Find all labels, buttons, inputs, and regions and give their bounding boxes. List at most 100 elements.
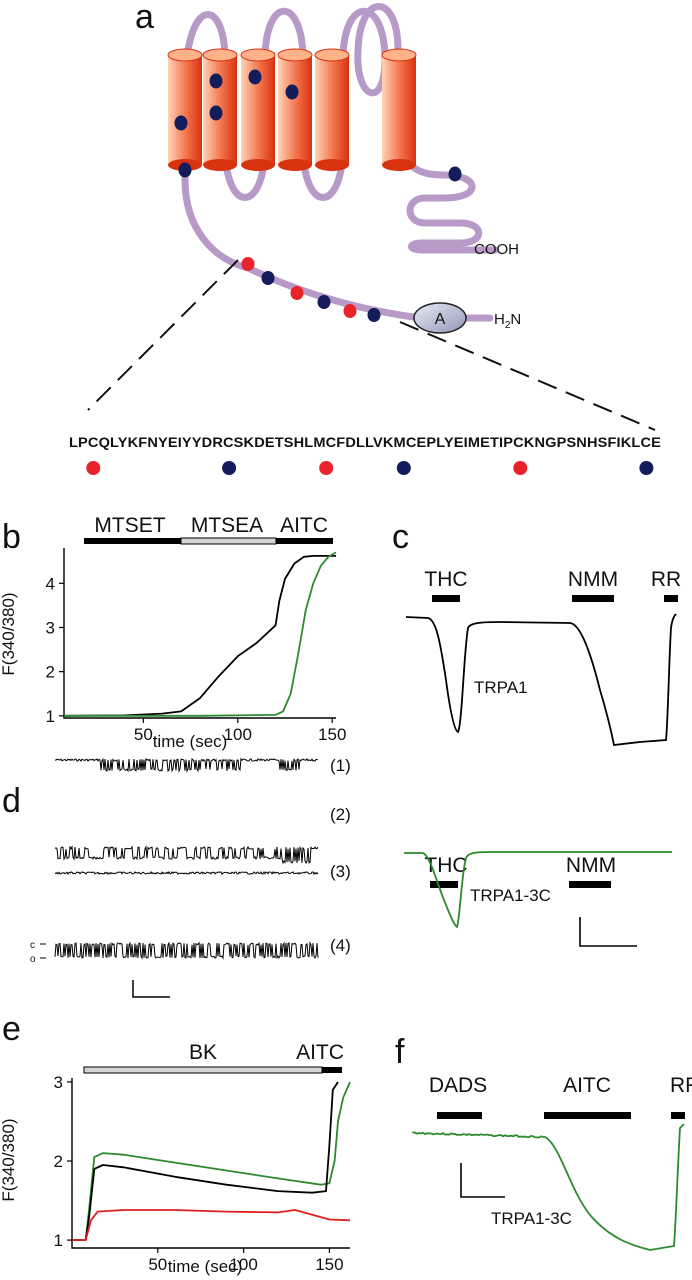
series-line-1 xyxy=(72,1081,339,1241)
residue-markers xyxy=(174,69,462,322)
label-rr-f: RR xyxy=(670,1074,692,1097)
residue-dot-blue xyxy=(317,295,331,309)
chart-b: 50 100 150 1 2 3 4 xyxy=(46,548,346,744)
x-tick-label: 150 xyxy=(318,725,346,744)
label-thc-bottom: THC xyxy=(424,854,467,877)
chart-axes xyxy=(71,1078,350,1249)
x-tick-label: 50 xyxy=(148,1255,167,1274)
bar-dads xyxy=(437,1112,482,1119)
panel-e: e BK AITC 50 100 150 1 2 3 time (sec) F(340/3… xyxy=(0,1010,351,1276)
bar-nmm-bottom xyxy=(569,881,611,888)
panel-f-letter: f xyxy=(395,1033,405,1071)
nterm-label: H2N xyxy=(494,311,521,331)
trace-label-2: (2) xyxy=(330,805,351,824)
label-trpa1-3c: TRPA1-3C xyxy=(470,886,551,905)
y-tick-label: 4 xyxy=(46,574,55,593)
channel-trace-3 xyxy=(54,870,319,876)
panel-a: a xyxy=(69,0,661,475)
zoom-line-left xyxy=(87,259,239,411)
y-tick-label: 1 xyxy=(54,1231,63,1250)
panel-c: c THC NMM RR TRPA1 THC NMM TRPA1-3C xyxy=(392,518,681,947)
chart-b-xlabel: time (sec) xyxy=(153,732,228,751)
bar-mtset xyxy=(84,538,181,544)
residue-dot-blue xyxy=(448,166,462,182)
single-channel-traces xyxy=(54,757,319,960)
label-rr-top: RR xyxy=(651,568,681,591)
bar-mtsea xyxy=(180,537,277,545)
cooh-label: COOH xyxy=(474,241,519,258)
sequence-dot-red xyxy=(319,461,334,475)
panel-a-letter: a xyxy=(135,0,154,36)
residue-dot-red xyxy=(343,304,357,318)
label-nmm-bottom: NMM xyxy=(566,854,616,877)
bar-thc-top xyxy=(432,595,460,602)
channel-trace-4 xyxy=(54,940,319,960)
trace-label-1: (1) xyxy=(330,756,351,775)
bar-aitc-e xyxy=(322,1067,342,1073)
ankyrin-domain: A xyxy=(413,302,467,334)
channel-trace-2 xyxy=(54,845,319,865)
sequence-dot-red xyxy=(86,461,101,475)
chart-axes xyxy=(63,548,336,719)
helix-4 xyxy=(277,48,313,171)
sequence-dot-blue xyxy=(396,461,411,475)
x-tick-label: 150 xyxy=(315,1255,343,1274)
panel-b-letter: b xyxy=(2,518,21,556)
ankyrin-label: A xyxy=(435,311,446,328)
sequence-dot-red xyxy=(513,461,528,475)
label-mtset: MTSET xyxy=(94,514,165,537)
y-tick-label: 2 xyxy=(46,663,55,682)
panel-c-letter: c xyxy=(392,518,409,556)
residue-dot-blue xyxy=(209,73,223,89)
label-bk: BK xyxy=(189,1041,217,1064)
series-line-1 xyxy=(64,551,337,717)
series-line-0 xyxy=(63,555,336,717)
label-nmm-top: NMM xyxy=(568,568,618,591)
label-aitc-f: AITC xyxy=(563,1074,611,1097)
label-thc-top: THC xyxy=(424,568,467,591)
residue-dot-blue xyxy=(261,271,275,285)
y-tick-label: 1 xyxy=(46,707,55,726)
sequence-dots xyxy=(86,461,654,475)
x-tick-label: 100 xyxy=(224,725,252,744)
bar-rr-f xyxy=(671,1112,685,1119)
helix-6 xyxy=(381,48,417,171)
panel-d-letter: d xyxy=(2,782,21,820)
bar-bk xyxy=(83,1066,323,1074)
label-trpa1: TRPA1 xyxy=(474,678,528,697)
helix-5 xyxy=(314,48,350,171)
chart-b-ylabel: F(340/380) xyxy=(0,592,18,675)
helix-1 xyxy=(167,48,203,171)
bar-nmm-top xyxy=(572,595,614,602)
residue-dot-blue xyxy=(209,105,223,121)
bar-aitc xyxy=(276,538,333,544)
channel-trace-1 xyxy=(54,757,319,773)
series-line-2 xyxy=(72,1209,351,1241)
label-aitc: AITC xyxy=(280,514,328,537)
label-dads: DADS xyxy=(429,1074,487,1097)
bar-rr-top xyxy=(664,595,678,602)
panel-e-letter: e xyxy=(2,1010,21,1048)
zoom-line-right xyxy=(399,321,656,431)
label-mtsea: MTSEA xyxy=(191,514,263,537)
label-aitc-e: AITC xyxy=(296,1041,344,1064)
trace-label-4: (4) xyxy=(330,936,351,955)
y-tick-label: 3 xyxy=(54,1073,63,1092)
panel-d: d (1) (2) (3) (4) c o xyxy=(2,756,351,998)
label-trpa1-3c-f: TRPA1-3C xyxy=(491,1209,572,1228)
scale-bar-f xyxy=(460,1163,505,1198)
chart-e: 50 100 150 1 2 3 xyxy=(54,1073,351,1274)
x-tick-label: 100 xyxy=(229,1255,257,1274)
trace-label-3: (3) xyxy=(330,862,351,881)
residue-dot-blue xyxy=(178,162,192,178)
residue-dot-blue xyxy=(285,84,299,100)
bar-thc-bottom xyxy=(430,881,458,888)
bar-aitc-f xyxy=(544,1112,631,1119)
x-tick-label: 50 xyxy=(134,725,153,744)
sequence-text: LPCQLYKFNYEIYYDRCSKDETSHLMCFDLLVKMCEPLYE… xyxy=(69,435,661,451)
scale-bar-d xyxy=(132,980,170,998)
scale-bar-c xyxy=(579,917,637,947)
residue-dot-blue xyxy=(174,115,188,131)
residue-dot-red xyxy=(290,286,304,300)
